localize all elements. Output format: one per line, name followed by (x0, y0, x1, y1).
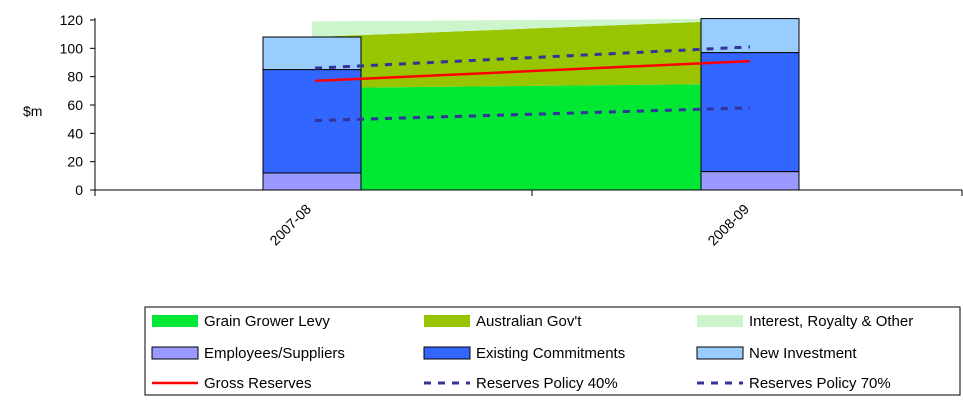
y-tick-label-1: 20 (67, 154, 83, 170)
legend-label-8: Reserves Policy 70% (749, 375, 891, 392)
bar-1-0 (700, 171, 800, 191)
legend-swatch-3 (151, 346, 199, 360)
y-tick-label-2: 40 (67, 125, 83, 141)
area-series-2 (312, 18, 750, 37)
line-series-2 (314, 45, 751, 70)
area-series-1 (312, 20, 750, 88)
y-tick-label-4: 80 (67, 69, 83, 85)
legend-label-2: Interest, Royalty & Other (749, 313, 913, 330)
legend-label-1: Australian Gov't (476, 313, 582, 330)
y-tick-label-0: 0 (75, 182, 83, 198)
y-axis-label: $m (23, 103, 42, 119)
legend-swatch-4 (423, 346, 471, 360)
plot-area (262, 18, 800, 191)
legend-label-4: Existing Commitments (476, 345, 625, 362)
legend-swatch-1 (424, 315, 470, 327)
x-tick-label-1: 2008-09 (704, 201, 752, 249)
line-series-1 (314, 106, 751, 123)
y-tick-label-3: 60 (67, 97, 83, 113)
legend-swatch-0 (152, 315, 198, 327)
legend-label-0: Grain Grower Levy (204, 313, 330, 330)
legend-swatch-5 (696, 346, 744, 360)
legend-label-7: Reserves Policy 40% (476, 375, 618, 392)
legend-label-6: Gross Reserves (204, 375, 312, 392)
area-series-0 (312, 83, 750, 190)
legend-box (144, 306, 961, 396)
y-tick-label-6: 120 (60, 12, 84, 28)
bar-1-1 (700, 52, 800, 173)
legend-swatch-2 (697, 315, 743, 327)
bar-0-1 (262, 69, 362, 174)
line-series-0 (314, 59, 751, 83)
bar-0-2 (262, 36, 362, 71)
y-tick-label-5: 100 (60, 40, 84, 56)
legend: Grain Grower Levy Australian Gov't Interes… (144, 306, 961, 396)
x-tick-label-0: 2007-08 (266, 201, 314, 249)
legend-label-3: Employees/Suppliers (204, 345, 345, 362)
legend-label-5: New Investment (749, 345, 857, 362)
bar-0-0 (262, 172, 362, 191)
